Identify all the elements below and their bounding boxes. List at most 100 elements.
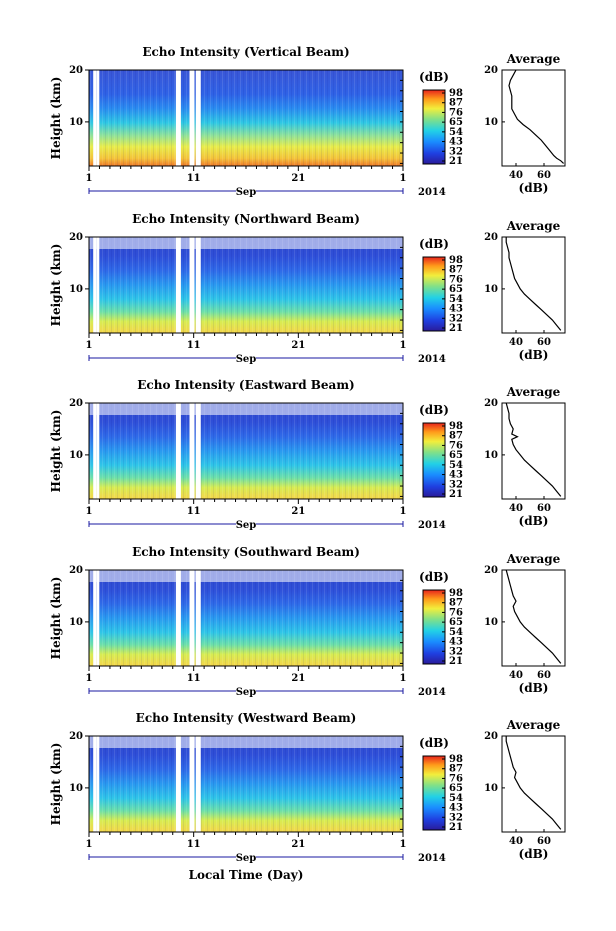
- y-tick-label: 20: [69, 232, 83, 243]
- heatmap-texture: [89, 403, 403, 499]
- data-gap: [93, 570, 97, 666]
- colorbar-tick-label: 76: [449, 773, 463, 784]
- data-gap: [189, 736, 195, 832]
- x-tick-label: 11: [187, 506, 201, 517]
- x-axis-title: Local Time (Day): [189, 868, 304, 882]
- profile-x-tick-label: 40: [509, 670, 523, 681]
- profile-frame: [501, 69, 566, 167]
- data-gap: [96, 70, 100, 166]
- y-tick-label: 10: [69, 783, 83, 794]
- month-label-bg: [236, 518, 256, 529]
- profile-x-label: (dB): [519, 847, 549, 861]
- data-gap: [195, 403, 201, 499]
- data-gap: [175, 736, 181, 832]
- month-label-bg: [236, 352, 256, 363]
- colorbar-tick-label: 87: [449, 265, 463, 276]
- profile-x-tick-label: 40: [509, 170, 523, 181]
- x-tick-label: 21: [291, 340, 305, 351]
- colorbar-tick-label: 32: [449, 313, 463, 324]
- panel-4: Echo Intensity (Southward Beam) 20 10 Heigh…: [49, 545, 566, 698]
- data-gap: [195, 570, 201, 666]
- profile-line: [505, 569, 562, 664]
- colorbar-tick-label: 54: [449, 294, 463, 305]
- panel-3: Echo Intensity (Eastward Beam) 20 10 Height…: [49, 378, 566, 531]
- colorbar: [422, 422, 446, 498]
- data-gap: [195, 237, 201, 333]
- colorbar-tick-label: 43: [449, 304, 463, 315]
- heatmap-texture: [89, 237, 403, 333]
- month-label-bg: [236, 185, 256, 196]
- profile-line: [508, 69, 565, 164]
- colorbar-tick-label: 21: [449, 156, 463, 167]
- colorbar-tick-label: 21: [449, 656, 463, 667]
- heatmap-texture: [89, 570, 403, 666]
- colorbar-tick-label: 32: [449, 646, 463, 657]
- x-tick-label: 21: [291, 506, 305, 517]
- x-tick-label: 1: [400, 673, 407, 684]
- year-label: 2014: [418, 520, 446, 531]
- y-tick-label: 20: [69, 731, 83, 742]
- x-tick-label: 1: [400, 839, 407, 850]
- profile-y-tick-label: 20: [484, 398, 498, 409]
- profile-line: [505, 402, 562, 497]
- colorbar-tick-label: 65: [449, 284, 463, 295]
- colorbar-tick-label: 87: [449, 764, 463, 775]
- colorbar-unit: (dB): [419, 570, 449, 584]
- profile-x-tick-label: 60: [537, 503, 551, 514]
- y-axis-label: Height (km): [49, 577, 63, 660]
- profile-x-tick-label: 40: [509, 836, 523, 847]
- profile-y-tick-label: 20: [484, 232, 498, 243]
- x-tick-label: 21: [291, 173, 305, 184]
- profile-frame: [501, 402, 566, 500]
- colorbar-tick-label: 21: [449, 489, 463, 500]
- colorbar-tick-label: 54: [449, 127, 463, 138]
- year-label: 2014: [418, 354, 446, 365]
- panel-5: Echo Intensity (Westward Beam) 20 10 Height…: [49, 711, 566, 864]
- x-tick-label: 1: [400, 173, 407, 184]
- colorbar: [422, 755, 446, 831]
- colorbar-tick-label: 32: [449, 812, 463, 823]
- year-label: 2014: [418, 853, 446, 864]
- colorbar-tick-label: 43: [449, 470, 463, 481]
- y-tick-label: 10: [69, 117, 83, 128]
- data-gap: [189, 237, 195, 333]
- panel-title: Echo Intensity (Westward Beam): [136, 711, 357, 725]
- profile-x-label: (dB): [519, 514, 549, 528]
- profile-y-tick-label: 10: [484, 617, 498, 628]
- month-label: Sep: [236, 853, 257, 864]
- month-label: Sep: [236, 354, 257, 365]
- data-gap: [189, 403, 195, 499]
- heatmap-sparse-top: [89, 237, 403, 249]
- profile-x-tick-label: 60: [537, 836, 551, 847]
- profile-frame: [501, 735, 566, 833]
- x-tick-label: 1: [86, 340, 93, 351]
- month-label: Sep: [236, 187, 257, 198]
- x-tick-label: 1: [86, 839, 93, 850]
- colorbar-tick-label: 32: [449, 146, 463, 157]
- y-tick-label: 20: [69, 65, 83, 76]
- panel-title: Echo Intensity (Northward Beam): [132, 212, 360, 226]
- panel-title: Echo Intensity (Vertical Beam): [142, 45, 349, 59]
- profile-title: Average: [506, 552, 561, 566]
- profile-line: [505, 736, 562, 830]
- month-label: Sep: [236, 687, 257, 698]
- x-tick-label: 11: [187, 839, 201, 850]
- colorbar-tick-label: 98: [449, 88, 463, 99]
- data-gap: [96, 570, 100, 666]
- data-gap: [175, 403, 181, 499]
- colorbar-tick-label: 54: [449, 793, 463, 804]
- colorbar-tick-label: 32: [449, 479, 463, 490]
- heatmap-sparse-top: [89, 403, 403, 415]
- data-gap: [195, 736, 201, 832]
- colorbar-unit: (dB): [419, 70, 449, 84]
- panel-title: Echo Intensity (Eastward Beam): [137, 378, 354, 392]
- month-label-bg: [236, 851, 256, 862]
- colorbar: [422, 256, 446, 332]
- y-axis-label: Height (km): [49, 743, 63, 826]
- data-gap: [93, 70, 97, 166]
- data-gap: [93, 237, 97, 333]
- x-tick-label: 11: [187, 173, 201, 184]
- profile-x-label: (dB): [519, 681, 549, 695]
- y-tick-label: 10: [69, 617, 83, 628]
